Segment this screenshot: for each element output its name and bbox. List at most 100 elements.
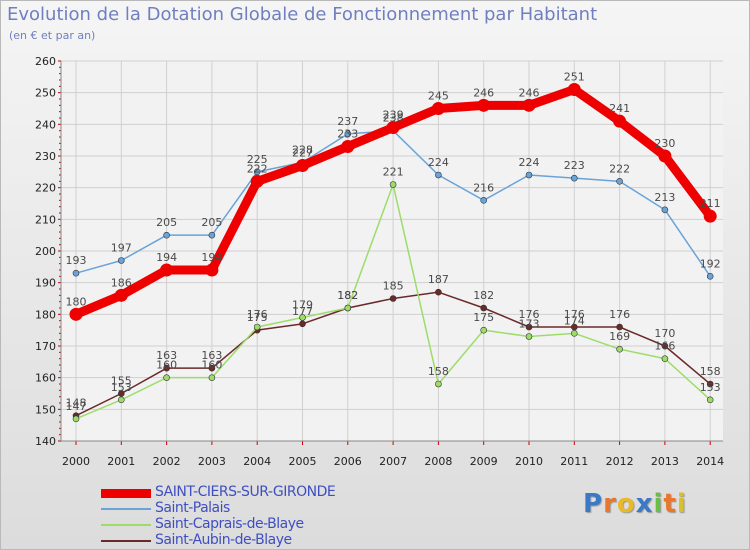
data-label: 223	[564, 159, 585, 172]
data-label: 187	[428, 273, 449, 286]
data-point	[661, 206, 669, 214]
data-point	[525, 323, 533, 331]
data-point	[480, 304, 488, 312]
data-point	[570, 323, 578, 331]
data-point	[525, 171, 533, 179]
data-label: 194	[201, 251, 222, 264]
data-point	[480, 326, 488, 334]
logo-letter: r	[603, 489, 617, 519]
data-label: 177	[292, 305, 313, 318]
x-tick-label: 2010	[515, 455, 543, 468]
x-tick-label: 2014	[696, 455, 724, 468]
data-point	[706, 380, 714, 388]
data-label: 224	[428, 156, 449, 169]
legend-label: Saint-Caprais-de-Blaye	[155, 516, 304, 532]
data-point	[661, 355, 669, 362]
data-label: 238	[383, 112, 404, 125]
logo-letter: P	[583, 489, 604, 519]
x-tick-label: 2006	[334, 455, 362, 468]
data-label: 160	[156, 359, 177, 372]
data-point	[341, 140, 355, 153]
data-point	[435, 380, 442, 388]
x-tick-label: 2012	[606, 455, 634, 468]
y-tick-label: 240	[35, 118, 56, 131]
data-label: 237	[337, 115, 358, 128]
y-tick-label: 180	[35, 308, 56, 321]
x-tick-label: 2011	[560, 455, 588, 468]
y-tick-label: 190	[35, 277, 56, 290]
data-label: 251	[564, 71, 585, 84]
data-point	[208, 364, 216, 372]
data-label: 147	[66, 400, 87, 413]
data-point	[344, 304, 352, 312]
data-point	[706, 396, 714, 404]
data-point	[570, 330, 578, 337]
legend-label: Saint-Aubin-de-Blaye	[155, 532, 292, 548]
legend-swatch	[101, 540, 151, 542]
data-point	[480, 197, 488, 204]
data-point	[525, 333, 533, 340]
data-point	[661, 342, 669, 350]
data-label: 176	[519, 308, 540, 321]
data-point	[431, 102, 445, 115]
data-point	[706, 273, 714, 280]
data-point	[72, 269, 80, 277]
data-point	[344, 130, 352, 138]
logo-letter: i	[676, 489, 687, 519]
data-point	[389, 181, 397, 188]
x-tick-label: 2000	[62, 455, 90, 468]
data-label: 213	[654, 191, 675, 204]
legend-swatch	[101, 524, 151, 526]
data-label: 153	[111, 381, 132, 394]
data-label: 173	[519, 318, 540, 331]
data-point	[160, 263, 174, 277]
y-tick-label: 150	[35, 403, 56, 416]
y-tick-label: 200	[35, 245, 56, 258]
data-point	[72, 415, 80, 423]
data-label: 182	[473, 289, 494, 302]
legend-swatch	[101, 489, 151, 498]
data-point	[477, 98, 491, 112]
x-tick-label: 2002	[153, 455, 181, 468]
data-label: 175	[473, 311, 494, 324]
data-label: 222	[247, 162, 268, 175]
data-label: 170	[654, 327, 675, 340]
data-label: 163	[156, 349, 177, 362]
x-tick-label: 2005	[289, 455, 317, 468]
x-tick-label: 2008	[424, 455, 452, 468]
logo-letter: t	[663, 489, 677, 519]
data-label: 239	[383, 109, 404, 122]
data-point	[616, 323, 623, 331]
legend-label: Saint-Palais	[155, 500, 230, 516]
data-point	[118, 390, 125, 397]
axes: 140 150 160 170 180 190 200 210 220 230 240 250 260 2…	[35, 55, 724, 468]
data-label: 176	[247, 308, 268, 321]
data-point	[435, 171, 442, 179]
data-label: 216	[473, 181, 494, 194]
data-point	[703, 209, 717, 223]
chart-subtitle: (en € et par an)	[9, 29, 96, 42]
data-label: 205	[201, 216, 222, 229]
logo-letter: o	[616, 489, 636, 519]
data-point	[69, 307, 83, 321]
data-label: 221	[383, 166, 404, 179]
data-label: 225	[247, 153, 268, 166]
data-point	[435, 288, 442, 296]
data-point	[296, 159, 309, 172]
data-label: 175	[247, 311, 268, 324]
data-label: 160	[201, 359, 222, 372]
data-label: 153	[700, 381, 721, 394]
data-label: 176	[609, 308, 630, 321]
data-point	[163, 364, 170, 372]
y-tick-label: 250	[35, 87, 56, 100]
data-label: 182	[337, 289, 358, 302]
data-point	[114, 288, 128, 302]
data-label: 174	[564, 314, 585, 327]
data-point	[118, 257, 125, 264]
x-tick-label: 2004	[243, 455, 271, 468]
y-tick-label: 230	[35, 150, 56, 163]
y-tick-label: 170	[35, 340, 56, 353]
